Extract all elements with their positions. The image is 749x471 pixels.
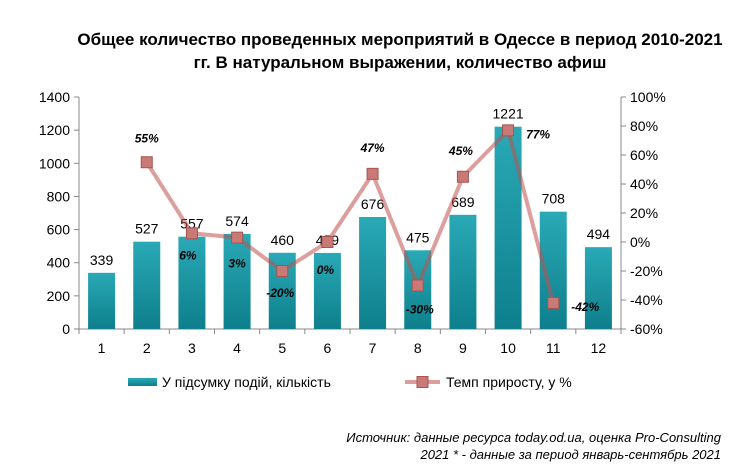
line-value-label: 0% bbox=[317, 263, 335, 277]
x-tick-label: 2 bbox=[143, 340, 151, 356]
legend: У підсумку подій, кількість Темп приросту… bbox=[128, 374, 572, 390]
bar bbox=[584, 247, 612, 329]
bar-value-label: 708 bbox=[542, 191, 566, 207]
line-marker bbox=[366, 167, 379, 180]
line-value-label: 45% bbox=[448, 144, 473, 158]
line-marker bbox=[231, 231, 244, 244]
bar bbox=[133, 241, 161, 329]
right-tick-label: 100% bbox=[630, 89, 666, 105]
bar-value-label: 494 bbox=[587, 226, 611, 242]
x-tick-label: 8 bbox=[414, 340, 422, 356]
left-tick-label: 0 bbox=[62, 321, 70, 337]
right-tick-label: 40% bbox=[630, 176, 658, 192]
legend-line-label: Темп приросту, у % bbox=[446, 374, 572, 390]
line-marker bbox=[140, 156, 153, 169]
bar bbox=[178, 236, 206, 329]
line-marker bbox=[456, 170, 469, 183]
bar bbox=[88, 272, 116, 329]
right-tick-label: 80% bbox=[630, 118, 658, 134]
bar-value-label: 676 bbox=[361, 196, 385, 212]
bar-value-label: 460 bbox=[271, 232, 295, 248]
line-marker bbox=[321, 236, 334, 248]
line-value-label: 47% bbox=[360, 141, 385, 155]
bar-value-label: 475 bbox=[406, 229, 430, 245]
x-tick-label: 12 bbox=[591, 340, 607, 356]
chart-title: Общее количество проведенных мероприятий… bbox=[77, 30, 723, 72]
bar-value-label: 527 bbox=[135, 221, 159, 237]
bar-value-label: 574 bbox=[225, 213, 249, 229]
x-tick-label: 4 bbox=[233, 340, 241, 356]
x-tick-label: 10 bbox=[500, 340, 516, 356]
line-value-label: 6% bbox=[179, 248, 197, 262]
right-tick-label: 20% bbox=[630, 205, 658, 221]
line-marker bbox=[276, 265, 289, 277]
line-value-label: -30% bbox=[406, 303, 434, 317]
line-value-label: 55% bbox=[135, 131, 159, 145]
left-tick-label: 200 bbox=[47, 288, 71, 304]
chart-axes: 0 200 400 600 800 1000 1200 1400 -60% -40% -20% 0% 2… bbox=[39, 89, 666, 356]
legend-line-marker bbox=[416, 376, 429, 388]
bar-value-label: 689 bbox=[451, 194, 475, 210]
line-marker bbox=[547, 296, 560, 309]
line-value-label: -42% bbox=[571, 300, 599, 314]
right-tick-label: -20% bbox=[630, 263, 663, 279]
left-tick-label: 400 bbox=[47, 255, 71, 271]
source-line-1: Источник: данные ресурса today.od.ua, оц… bbox=[346, 430, 721, 445]
right-tick-label: 60% bbox=[630, 147, 658, 163]
bar bbox=[494, 126, 522, 329]
right-tick-label: -40% bbox=[630, 292, 663, 308]
line-series bbox=[140, 124, 560, 309]
line-value-label: 3% bbox=[228, 257, 246, 271]
x-tick-label: 6 bbox=[324, 340, 332, 356]
legend-bar-swatch bbox=[128, 378, 157, 386]
left-tick-label: 1200 bbox=[39, 122, 70, 138]
bar bbox=[359, 216, 387, 329]
line-data-labels: 55% 6% 3% -20% 0% 47% -30% 45% 77% -42% bbox=[135, 127, 600, 316]
x-tick-label: 1 bbox=[98, 340, 106, 356]
x-tick-label: 7 bbox=[369, 340, 377, 356]
source-note: Источник: данные ресурса today.od.ua, оц… bbox=[221, 429, 721, 463]
bar bbox=[223, 233, 251, 329]
bar bbox=[313, 252, 341, 329]
left-tick-label: 600 bbox=[47, 222, 71, 238]
x-tick-label: 9 bbox=[459, 340, 467, 356]
right-tick-label: 0% bbox=[630, 234, 650, 250]
line-marker bbox=[411, 279, 424, 292]
left-tick-label: 1400 bbox=[39, 89, 70, 105]
line-value-label: 77% bbox=[526, 127, 550, 141]
line-value-label: -20% bbox=[266, 286, 294, 300]
line-marker bbox=[502, 124, 515, 137]
bar-value-label: 1221 bbox=[493, 106, 524, 122]
growth-line bbox=[145, 128, 556, 304]
x-tick-label: 11 bbox=[546, 340, 561, 356]
bar bbox=[449, 214, 477, 329]
right-tick-label: -60% bbox=[630, 321, 663, 337]
bar-value-label: 339 bbox=[90, 252, 114, 268]
left-tick-label: 1000 bbox=[39, 155, 70, 171]
left-tick-label: 800 bbox=[47, 188, 71, 204]
x-tick-label: 5 bbox=[278, 340, 286, 356]
source-line-2: 2021 * - данные за период январь-сентябр… bbox=[420, 447, 721, 462]
x-tick-label: 3 bbox=[188, 340, 196, 356]
legend-bar-label: У підсумку подій, кількість bbox=[162, 374, 331, 390]
line-marker bbox=[185, 227, 198, 240]
